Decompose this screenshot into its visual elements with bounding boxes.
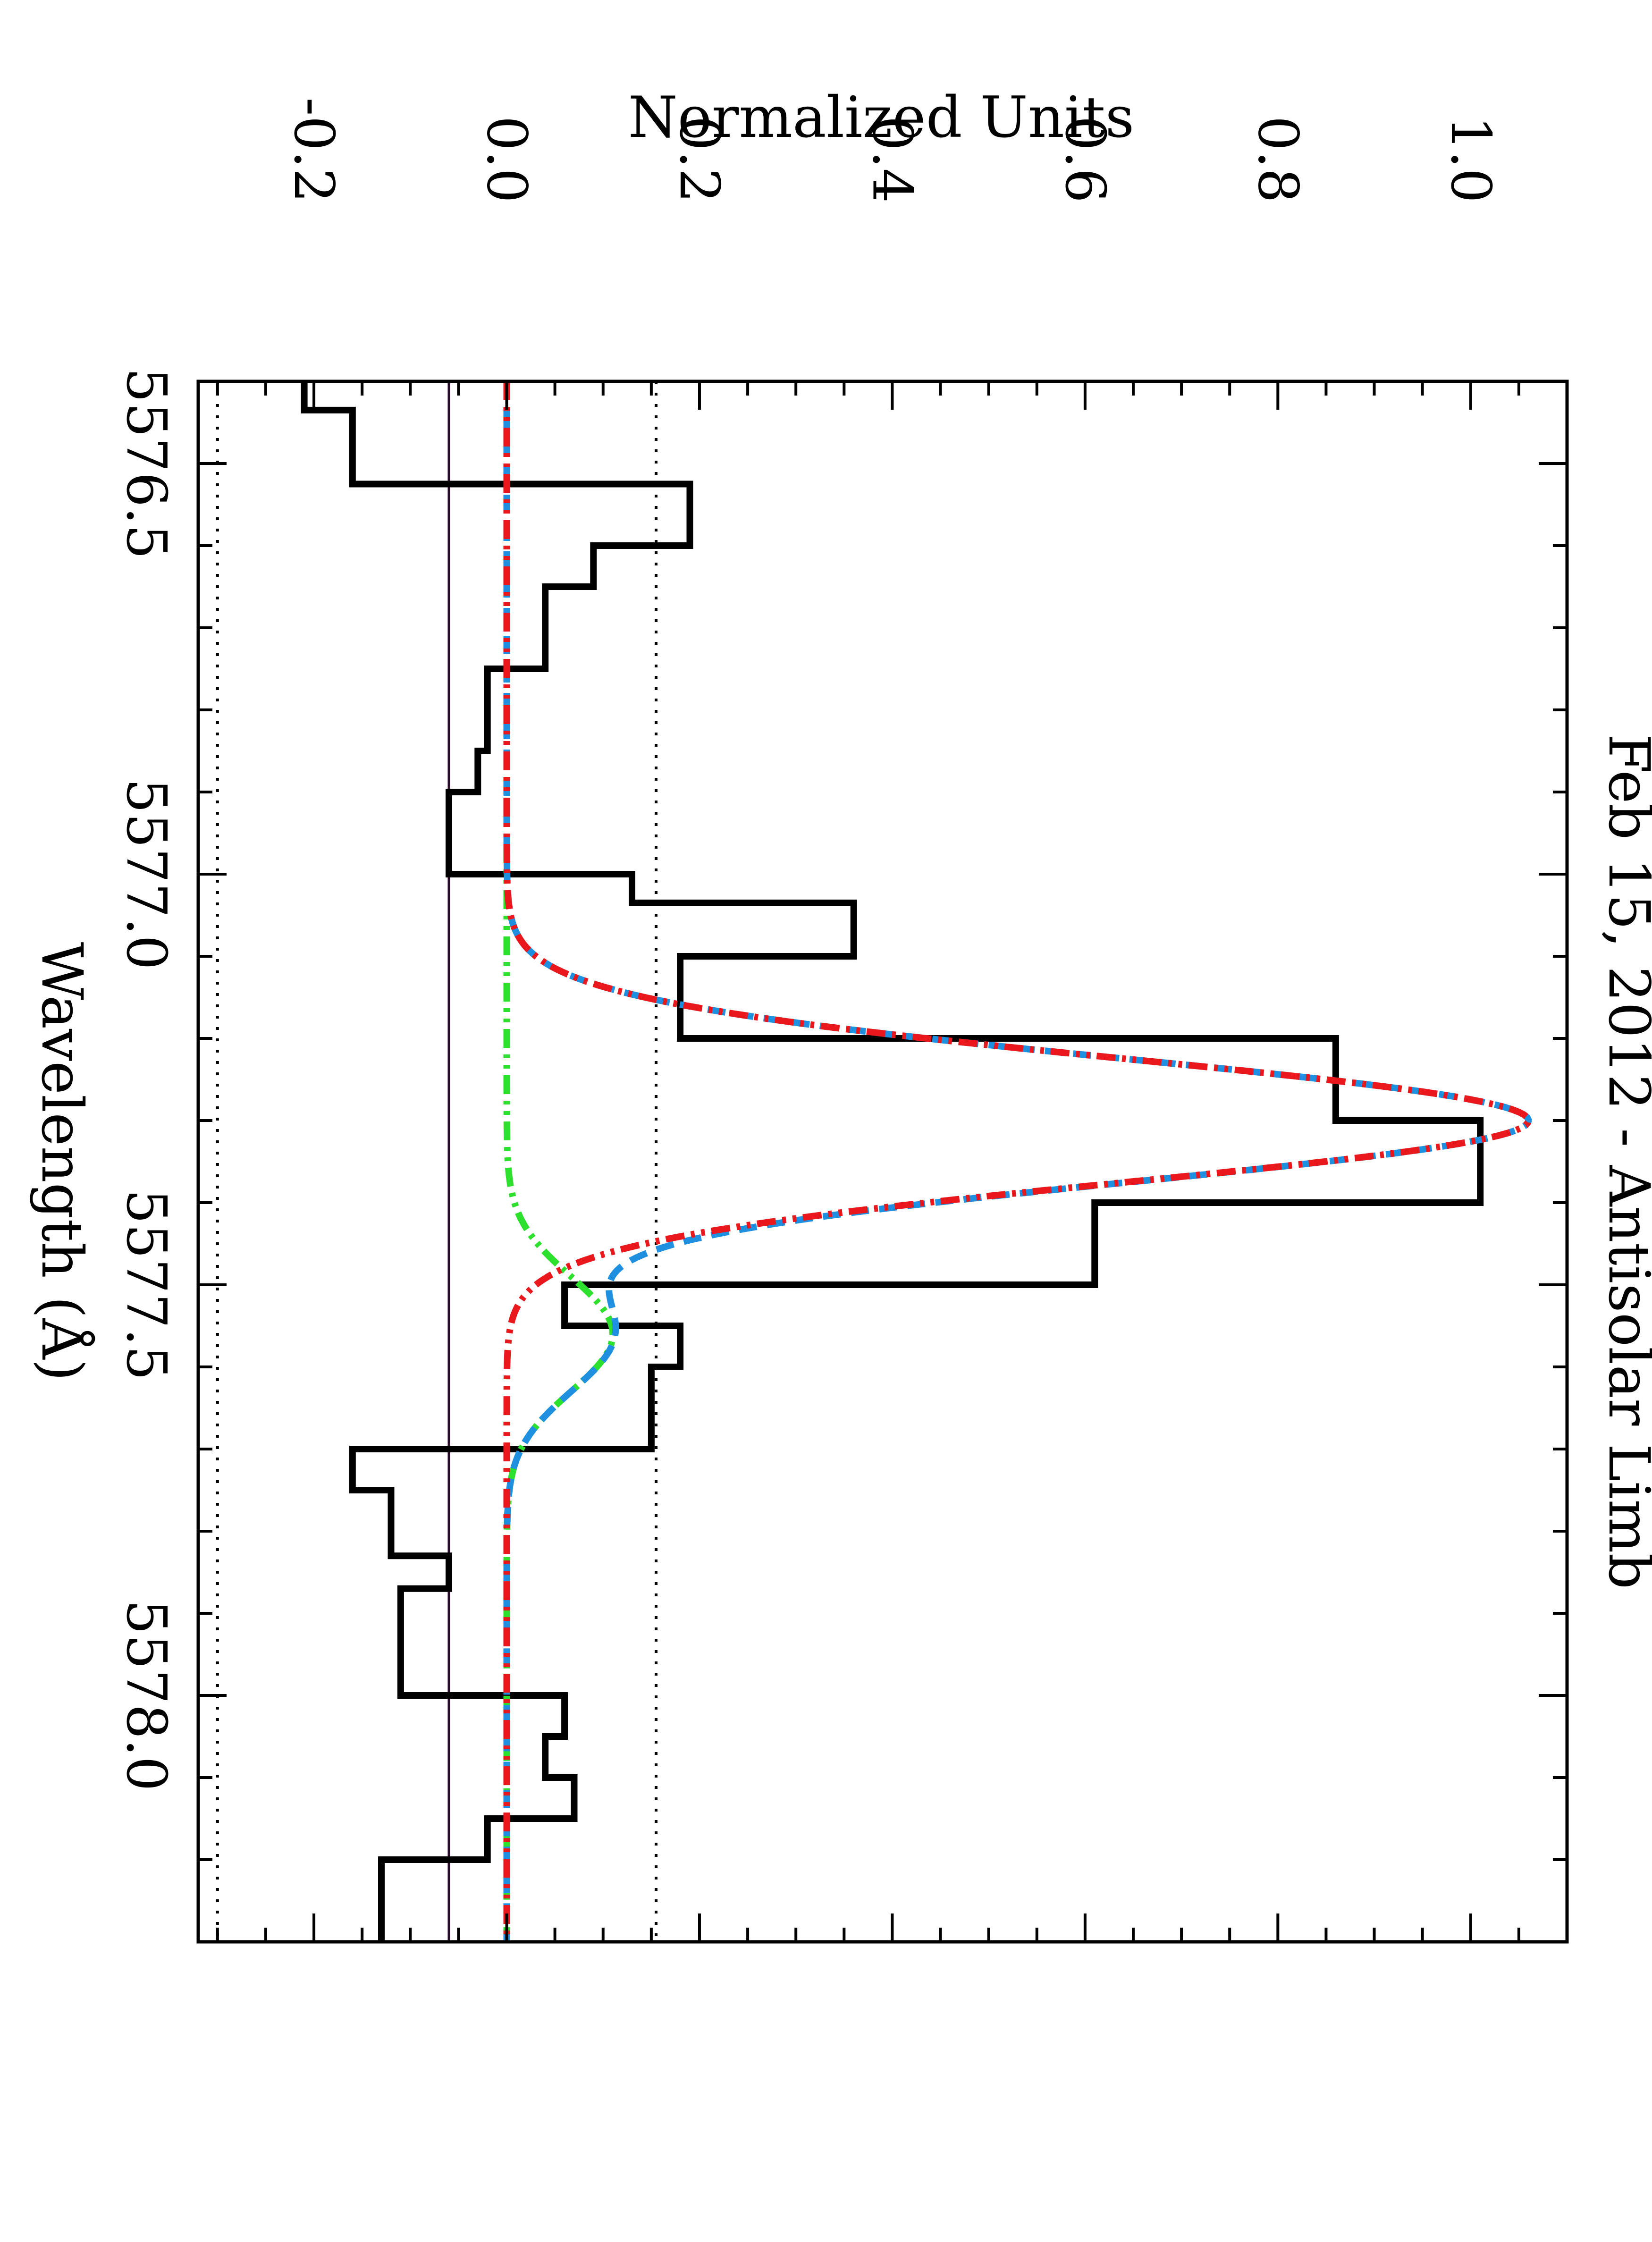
y-tick-label: 0.4 <box>860 116 924 203</box>
x-tick-label: 5576.5 <box>114 368 178 559</box>
y-tick-label: 0.0 <box>475 116 539 203</box>
y-axis-label: Normalized Units <box>628 85 1135 151</box>
chart-lines <box>216 381 1532 1942</box>
x-axis-label: Wavelength (Å) <box>29 942 95 1382</box>
data-histogram <box>301 381 1484 1942</box>
y-tick-label: 1.0 <box>1439 116 1502 203</box>
x-tick-label: 5577.0 <box>114 778 178 970</box>
chart-title: Feb 15, 2012 - Antisolar Limb <box>1596 734 1652 1589</box>
y-tick-label: -0.2 <box>282 97 346 203</box>
y-tick-label: 0.8 <box>1246 116 1309 203</box>
fit-curve-primary <box>503 381 1532 1942</box>
plot-frame <box>196 379 1569 1944</box>
axis-ticks <box>198 381 1568 1943</box>
y-tick-label: 0.6 <box>1053 116 1117 203</box>
y-tick-label: 0.2 <box>667 116 731 203</box>
x-tick-label: 5578.0 <box>114 1600 178 1791</box>
x-tick-label: 5577.5 <box>114 1189 178 1381</box>
axis-tick-labels: 5576.5 5577.0 5577.5 5578.0 -0.2 0.0 0.2 0.4 0.6… <box>114 97 1502 1791</box>
